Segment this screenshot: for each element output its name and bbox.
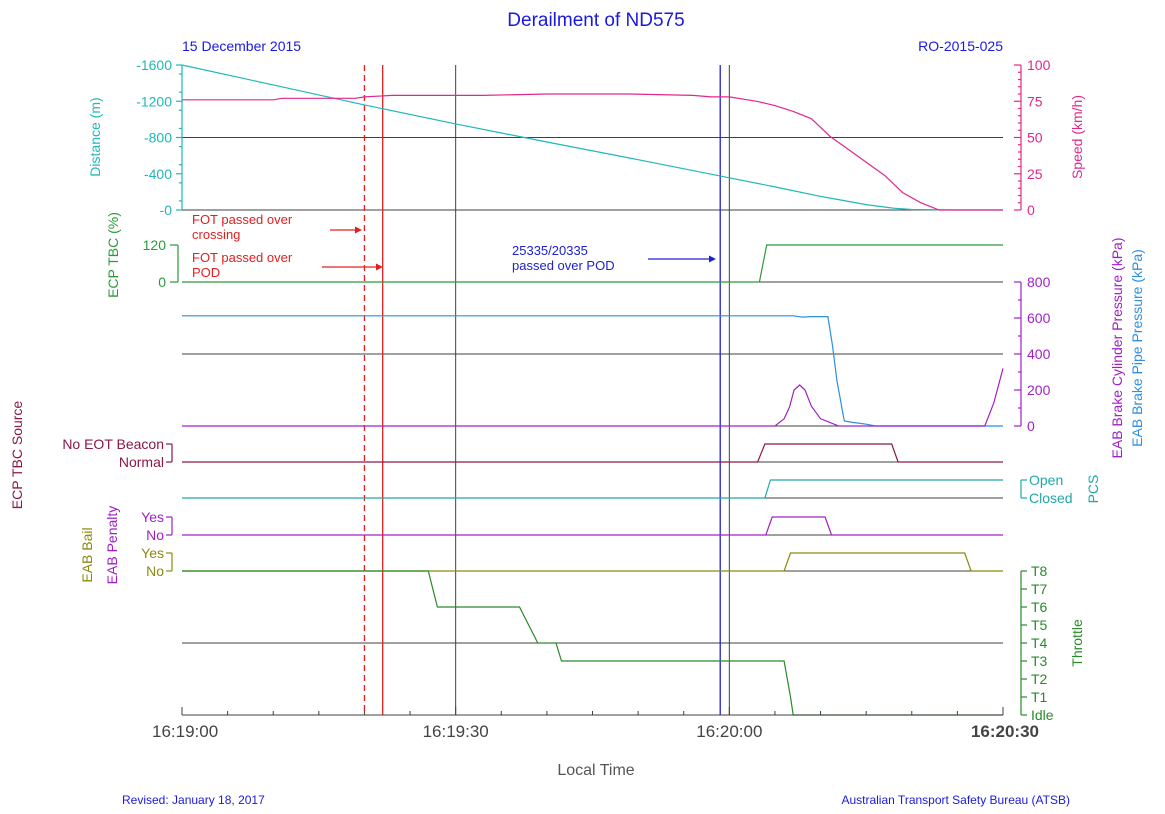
throttle-axis-label: Throttle (1069, 619, 1085, 667)
grid-lines (182, 65, 1003, 715)
pcs-axis-label: PCS (1085, 475, 1101, 504)
distance-tick-label: -400 (144, 166, 172, 182)
speed-tick-label: 25 (1027, 166, 1043, 182)
ecp-tbc-tick-label: 0 (158, 274, 166, 290)
x-tick-label: 16:20:30 (971, 722, 1039, 741)
x-tick-label: 16:19:00 (152, 722, 218, 741)
throttle-level-label: T1 (1031, 689, 1048, 705)
eab-bail-axis-label: EAB Bail (79, 527, 95, 582)
ecp-tbc-source-state-label: Normal (119, 454, 164, 470)
distance-line (181, 64, 1003, 211)
distance-tick-label: -0 (160, 202, 173, 218)
series-lines (181, 64, 1004, 716)
event-arrow-head (355, 226, 362, 234)
throttle-level-label: T2 (1031, 671, 1048, 687)
ecp-tbc-source-axis-label: ECP TBC Source (9, 401, 25, 510)
brake-cylinder-axis-label: EAB Brake Cylinder Pressure (kPa) (1109, 238, 1125, 459)
event-label-2: passed over POD (512, 258, 615, 273)
pressure-tick-label: 200 (1027, 382, 1051, 398)
eab-penalty-state-label: Yes (141, 509, 164, 525)
throttle-level-label: T8 (1031, 563, 1048, 579)
throttle-level-label: T6 (1031, 599, 1048, 615)
pcs-state-label: Open (1029, 472, 1063, 488)
eab-bail-line (182, 552, 1003, 572)
footer-agency: Australian Transport Safety Bureau (ATSB… (841, 793, 1070, 807)
eab-bail-state-label: Yes (141, 545, 164, 561)
throttle-level-label: T5 (1031, 617, 1048, 633)
speed-tick-label: 50 (1027, 130, 1043, 146)
x-tick-label: 16:19:30 (423, 722, 489, 741)
ecp-tbc-tick-label: 120 (143, 237, 167, 253)
brake-pipe-line (182, 315, 1003, 427)
eab-penalty-line (182, 516, 1003, 536)
brake-pipe-axis-label: EAB Brake Pipe Pressure (kPa) (1129, 249, 1145, 447)
event-arrow-head (709, 255, 716, 263)
throttle-line (182, 570, 1003, 716)
ecp-tbc-source-line (182, 443, 1003, 463)
axes: -1600 -1200 -800 -400 -0 100 75 50 25 0 120 0 800 600… (62, 57, 1072, 741)
eab-penalty-state-label: No (146, 527, 164, 543)
date-label: 15 December 2015 (182, 38, 301, 54)
event-label-1: FOT passed over (192, 250, 293, 265)
report-id: RO-2015-025 (918, 38, 1003, 54)
distance-tick-label: -1200 (136, 93, 172, 109)
speed-tick-label: 100 (1027, 57, 1051, 73)
ecp-tbc-source-state-label: No EOT Beacon (62, 436, 164, 452)
distance-tick-label: -800 (144, 130, 172, 146)
x-tick-label: 16:20:00 (696, 722, 762, 741)
pcs-line (182, 479, 1003, 499)
brake-cylinder-line (182, 368, 1004, 427)
speed-axis-label: Speed (km/h) (1069, 95, 1085, 179)
throttle-level-label: Idle (1031, 707, 1054, 723)
throttle-level-label: T3 (1031, 653, 1048, 669)
eab-bail-state-label: No (146, 563, 164, 579)
pressure-tick-label: 400 (1027, 346, 1051, 362)
pcs-state-label: Closed (1029, 490, 1073, 506)
pressure-tick-label: 600 (1027, 310, 1051, 326)
pressure-tick-label: 0 (1027, 418, 1035, 434)
throttle-level-label: T7 (1031, 581, 1048, 597)
pressure-tick-label: 800 (1027, 274, 1051, 290)
distance-axis-label: Distance (m) (87, 97, 103, 176)
footer-revised: Revised: January 18, 2017 (122, 793, 265, 807)
axis-labels: Distance (m) Speed (km/h) ECP TBC (%) EAB B… (9, 95, 1145, 667)
speed-line (182, 93, 1003, 211)
speed-tick-label: 0 (1027, 202, 1035, 218)
event-label-1: POD (192, 265, 220, 280)
event-label-0: crossing (192, 227, 240, 242)
chart-title: Derailment of ND575 (507, 10, 684, 31)
event-label-0: FOT passed over (192, 212, 293, 227)
ecp-tbc-axis-label: ECP TBC (%) (105, 212, 121, 298)
ecp-tbc-line (182, 244, 1003, 283)
throttle-level-label: T4 (1031, 635, 1048, 651)
event-arrow-head (376, 263, 383, 271)
speed-tick-label: 75 (1027, 93, 1043, 109)
x-axis-label: Local Time (557, 762, 634, 779)
eab-penalty-axis-label: EAB Penalty (104, 506, 120, 585)
event-label-2: 25335/20335 (512, 243, 588, 258)
distance-tick-label: -1600 (136, 57, 172, 73)
